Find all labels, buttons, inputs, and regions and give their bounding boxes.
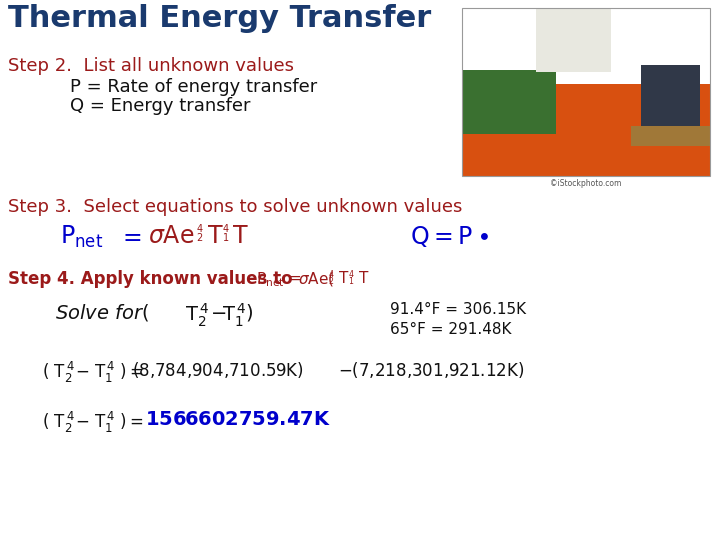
Text: 65°F = 291.48K: 65°F = 291.48K: [390, 322, 511, 337]
Text: ${}_{1}^{4}$: ${}_{1}^{4}$: [222, 222, 230, 245]
Text: Step 4. Apply known values to: Step 4. Apply known values to: [8, 270, 298, 288]
Text: $\mathrm{T}$: $\mathrm{T}$: [338, 270, 349, 286]
Text: $-(7{,}218{,}301{,}921.12\mathrm{K})$: $-(7{,}218{,}301{,}921.12\mathrm{K})$: [338, 360, 524, 380]
Text: $=$: $=$: [286, 270, 302, 285]
Text: Step 2.  List all unknown values: Step 2. List all unknown values: [8, 57, 294, 75]
Text: ${}_{2}^{4}$: ${}_{2}^{4}$: [196, 222, 204, 245]
Text: $\mathit{Solve\ for}($: $\mathit{Solve\ for}($: [55, 302, 149, 323]
Text: $\mathrm{T}_{1}^{\,4}$: $\mathrm{T}_{1}^{\,4}$: [222, 302, 246, 329]
Text: Q = Energy transfer: Q = Energy transfer: [70, 97, 251, 115]
Bar: [641, 65, 700, 129]
Bar: [462, 70, 557, 134]
Text: $\mathrm{T}$: $\mathrm{T}$: [232, 224, 248, 248]
Bar: [462, 8, 710, 176]
Text: $\mathbf{1566602759.47K}$: $\mathbf{1566602759.47K}$: [145, 410, 331, 429]
Text: $\sigma\mathrm{Ae}$: $\sigma\mathrm{Ae}$: [148, 224, 194, 248]
Text: Step 3.  Select equations to solve unknown values: Step 3. Select equations to solve unknow…: [8, 198, 462, 216]
Text: $\mathrm{T}$: $\mathrm{T}$: [358, 270, 369, 286]
Text: 91.4°F = 306.15K: 91.4°F = 306.15K: [390, 302, 526, 317]
Text: $\mathrm{P_{net}}$: $\mathrm{P_{net}}$: [60, 224, 103, 250]
Bar: [462, 112, 710, 176]
Text: $\mathrm{Q} = \mathrm{P}\bullet$: $\mathrm{Q} = \mathrm{P}\bullet$: [410, 224, 490, 249]
Text: $-$: $-$: [210, 302, 226, 321]
Text: $(\ \mathrm{T}_{2}^{\,4}$: $(\ \mathrm{T}_{2}^{\,4}$: [42, 410, 75, 435]
Text: ©iStockphoto.com: ©iStockphoto.com: [550, 179, 621, 188]
Text: $\sigma\mathrm{Ae}($: $\sigma\mathrm{Ae}($: [298, 270, 334, 288]
Text: ${}_{2}^{4}$: ${}_{2}^{4}$: [328, 268, 335, 288]
Text: $\mathrm{P_{net}}$: $\mathrm{P_{net}}$: [256, 270, 284, 289]
Text: $\mathrm{T}_{2}^{\,4}$: $\mathrm{T}_{2}^{\,4}$: [185, 302, 209, 329]
Text: $(8{,}784{,}904{,}710.59\mathrm{K})$: $(8{,}784{,}904{,}710.59\mathrm{K})$: [132, 360, 304, 380]
Bar: [462, 84, 710, 176]
Text: P = Rate of energy transfer: P = Rate of energy transfer: [70, 78, 318, 96]
Text: $(\ \mathrm{T}_{2}^{\,4}$: $(\ \mathrm{T}_{2}^{\,4}$: [42, 360, 75, 385]
Text: ${}_{1}^{4}$: ${}_{1}^{4}$: [348, 268, 355, 288]
Text: $-\ \mathrm{T}_{1}^{\,4}\ )=$: $-\ \mathrm{T}_{1}^{\,4}\ )=$: [75, 410, 144, 435]
Text: $)$: $)$: [245, 302, 253, 323]
Bar: [536, 8, 611, 72]
Text: $-\ \mathrm{T}_{1}^{\,4}\ )=$: $-\ \mathrm{T}_{1}^{\,4}\ )=$: [75, 360, 144, 385]
Text: Thermal Energy Transfer: Thermal Energy Transfer: [8, 4, 431, 33]
Text: $\mathrm{T}$: $\mathrm{T}$: [207, 224, 224, 248]
Text: $=$: $=$: [118, 224, 142, 248]
Bar: [631, 126, 710, 146]
